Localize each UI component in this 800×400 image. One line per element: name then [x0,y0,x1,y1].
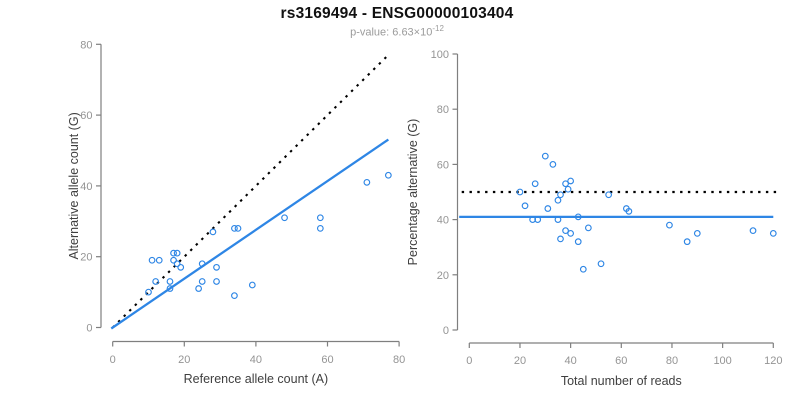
x-tick-label: 60 [615,355,627,367]
data-point [597,260,605,268]
data-point [549,161,557,168]
data-point [145,288,152,296]
data-point [148,256,156,264]
data-point [316,225,324,232]
data-point [564,185,572,193]
data-point [557,235,564,243]
pvalue-text: p-value: 6.63×10 [350,26,433,39]
y-axis-title: Alternative allele count (G) [67,112,81,259]
data-point [541,152,549,160]
percentage-alternative-panel: 0 20 40 60 80 100 120 0 20 40 60 80 100 Total number … [406,49,782,388]
y-tick-label: 60 [80,110,92,122]
x-tick-label: 100 [713,355,731,367]
data-point [213,263,220,271]
data-point [363,178,371,186]
pvalue-exponent: -12 [432,24,444,33]
x-tick-label: 80 [666,355,678,367]
data-point [567,177,575,185]
y-axis-title: Percentage alternative (G) [406,119,420,266]
pvalue-subtitle: p-value: 6.63×10-12 [0,24,794,39]
data-point [625,207,633,215]
x-tick-label: 80 [393,354,405,366]
page-title: rs3169494 - ENSG00000103404 [280,5,514,22]
data-point [316,214,324,222]
data-point [231,292,238,300]
data-point [554,196,562,204]
x-tick-label: 20 [178,354,190,366]
x-tick-label: 60 [321,354,333,366]
data-point [213,278,220,285]
data-point [769,230,777,237]
data-point [152,278,160,285]
data-point [166,285,174,292]
data-point [170,249,177,257]
data-point [166,278,174,285]
data-point [567,230,575,237]
data-point [579,265,587,273]
data-point [531,180,539,188]
data-point [544,205,552,212]
x-axis-title: Total number of reads [561,374,682,388]
x-tick-label: 0 [110,354,116,366]
data-point [384,171,392,179]
data-point [170,256,177,264]
data-point [534,216,542,223]
data-point [562,180,569,188]
y-tick-label: 0 [86,323,92,335]
data-point [557,191,564,199]
data-point [554,216,562,223]
y-tick-label: 80 [80,39,92,51]
x-tick-label: 40 [565,355,577,367]
data-point [173,260,181,268]
data-point [209,228,217,236]
data-point [605,191,613,199]
data-point [683,238,691,246]
x-tick-label: 20 [514,355,526,367]
data-point [198,260,206,268]
data-point [562,227,569,235]
data-point [195,285,202,292]
y-tick-label: 40 [437,215,449,227]
fit-line [110,138,390,330]
data-point [248,281,256,289]
data-point [693,230,701,237]
data-point [198,278,206,285]
data-point [173,249,181,257]
y-tick-label: 0 [443,325,449,337]
data-point [281,214,288,222]
data-point [521,202,529,210]
x-tick-label: 40 [250,354,262,366]
y-tick-label: 20 [437,270,449,282]
allele-counts-panel: 0 20 40 60 80 0 20 40 60 80 Reference allele count… [67,39,405,386]
data-point [749,227,757,235]
data-point [234,225,242,232]
x-axis-title: Reference allele count (A) [184,372,329,386]
y-tick-label: 100 [431,49,449,61]
y-tick-label: 20 [80,252,92,264]
x-tick-label: 0 [466,355,472,367]
y-tick-label: 80 [437,104,449,116]
x-tick-label: 120 [764,355,782,367]
data-point [231,225,238,232]
data-point [666,221,673,229]
data-point [155,256,163,264]
data-point [574,213,582,221]
data-point [516,188,524,196]
data-point [177,263,185,271]
data-point [574,238,582,246]
y-tick-label: 40 [80,181,92,193]
data-point [584,224,592,232]
y-tick-label: 60 [437,159,449,171]
